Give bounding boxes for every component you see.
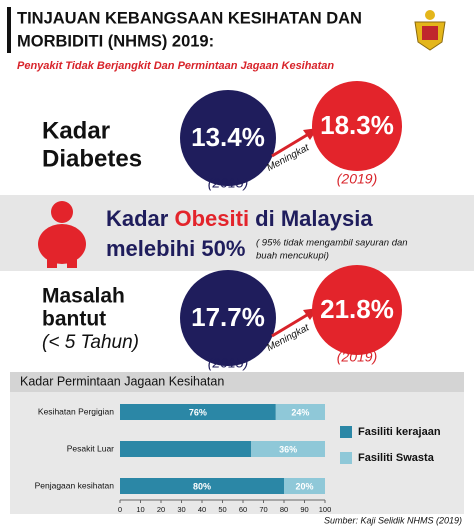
category-label: Kesihatan Pergigian bbox=[38, 406, 114, 416]
text: di Malaysia bbox=[249, 206, 373, 231]
value-label: 80% bbox=[193, 481, 211, 491]
bar-segment bbox=[120, 404, 276, 420]
legend-swatch bbox=[340, 452, 352, 464]
section-label: Diabetes bbox=[42, 145, 142, 172]
x-tick-label: 30 bbox=[177, 505, 185, 514]
circle-2019 bbox=[312, 81, 402, 171]
bar-segment bbox=[251, 441, 325, 457]
x-tick-label: 20 bbox=[157, 505, 165, 514]
legend-label: Fasiliti Swasta bbox=[358, 452, 435, 464]
title-line: MORBIDITI (NHMS) 2019: bbox=[17, 32, 214, 50]
value: 13.4% bbox=[191, 122, 265, 152]
value-label: 20% bbox=[295, 481, 313, 491]
bar-segment bbox=[120, 478, 284, 494]
x-tick-label: 70 bbox=[259, 505, 267, 514]
subtitle: Penyakit Tidak Berjangkit Dan Permintaan… bbox=[17, 60, 334, 72]
section-label: (< 5 Tahun) bbox=[42, 332, 139, 353]
x-tick-label: 10 bbox=[136, 505, 144, 514]
section-label: bantut bbox=[42, 308, 106, 331]
year: (2019) bbox=[337, 171, 377, 187]
x-tick-label: 100 bbox=[319, 505, 332, 514]
value: 21.8% bbox=[320, 294, 394, 324]
circle-2015 bbox=[180, 90, 276, 186]
arrow bbox=[271, 310, 313, 338]
chart: 0 10 20 30 40 50 60 70 80 90 100 Kesihatan Pergigia… bbox=[35, 404, 441, 514]
legend-swatch bbox=[340, 426, 352, 438]
x-tick-label: 60 bbox=[239, 505, 247, 514]
value-label: 76% bbox=[189, 407, 207, 417]
year: (2019) bbox=[337, 349, 377, 365]
bar-segment bbox=[120, 441, 252, 457]
note: buah mencukupi) bbox=[256, 251, 329, 262]
highlight: Obesiti bbox=[174, 206, 249, 231]
crest bbox=[414, 10, 446, 51]
obesity-heading: Kadar Obesiti di Malaysia bbox=[106, 206, 373, 231]
x-tick-label: 80 bbox=[280, 505, 288, 514]
bar-segment bbox=[275, 404, 325, 420]
year: (2015) bbox=[208, 355, 248, 371]
value: 17.7% bbox=[191, 302, 265, 332]
x-tick-label: 40 bbox=[198, 505, 206, 514]
title-line: TINJAUAN KEBANGSAAN KESIHATAN DAN bbox=[17, 9, 362, 27]
chart-header bbox=[10, 372, 464, 392]
circle-2015 bbox=[180, 270, 276, 366]
legend-label: Fasiliti kerajaan bbox=[358, 426, 441, 438]
value: 18.3% bbox=[320, 110, 394, 140]
value-label: 24% bbox=[291, 407, 309, 417]
arrow bbox=[271, 130, 313, 158]
section-label: Masalah bbox=[42, 285, 125, 308]
year: (2015) bbox=[208, 175, 248, 191]
text: Kadar bbox=[106, 206, 174, 231]
bar-segment bbox=[284, 478, 325, 494]
note: ( 95% tidak mengambil sayuran dan bbox=[256, 238, 408, 249]
value-label: 36% bbox=[279, 444, 297, 454]
source: Sumber: Kaji Selidik NHMS (2019) bbox=[324, 515, 462, 525]
category-label: Penjagaan kesihatan bbox=[35, 480, 115, 490]
category-label: Pesakit Luar bbox=[67, 443, 114, 453]
obesity-icon bbox=[38, 201, 86, 268]
x-tick-label: 0 bbox=[118, 505, 122, 514]
x-tick-label: 50 bbox=[218, 505, 226, 514]
section-label: Kadar bbox=[42, 117, 110, 144]
title-accent bbox=[7, 7, 11, 53]
obesity-heading: melebihi 50% bbox=[106, 236, 245, 261]
x-tick-label: 90 bbox=[300, 505, 308, 514]
chart-title: Kadar Permintaan Jagaan Kesihatan bbox=[20, 374, 224, 388]
circle-2019 bbox=[312, 265, 402, 355]
